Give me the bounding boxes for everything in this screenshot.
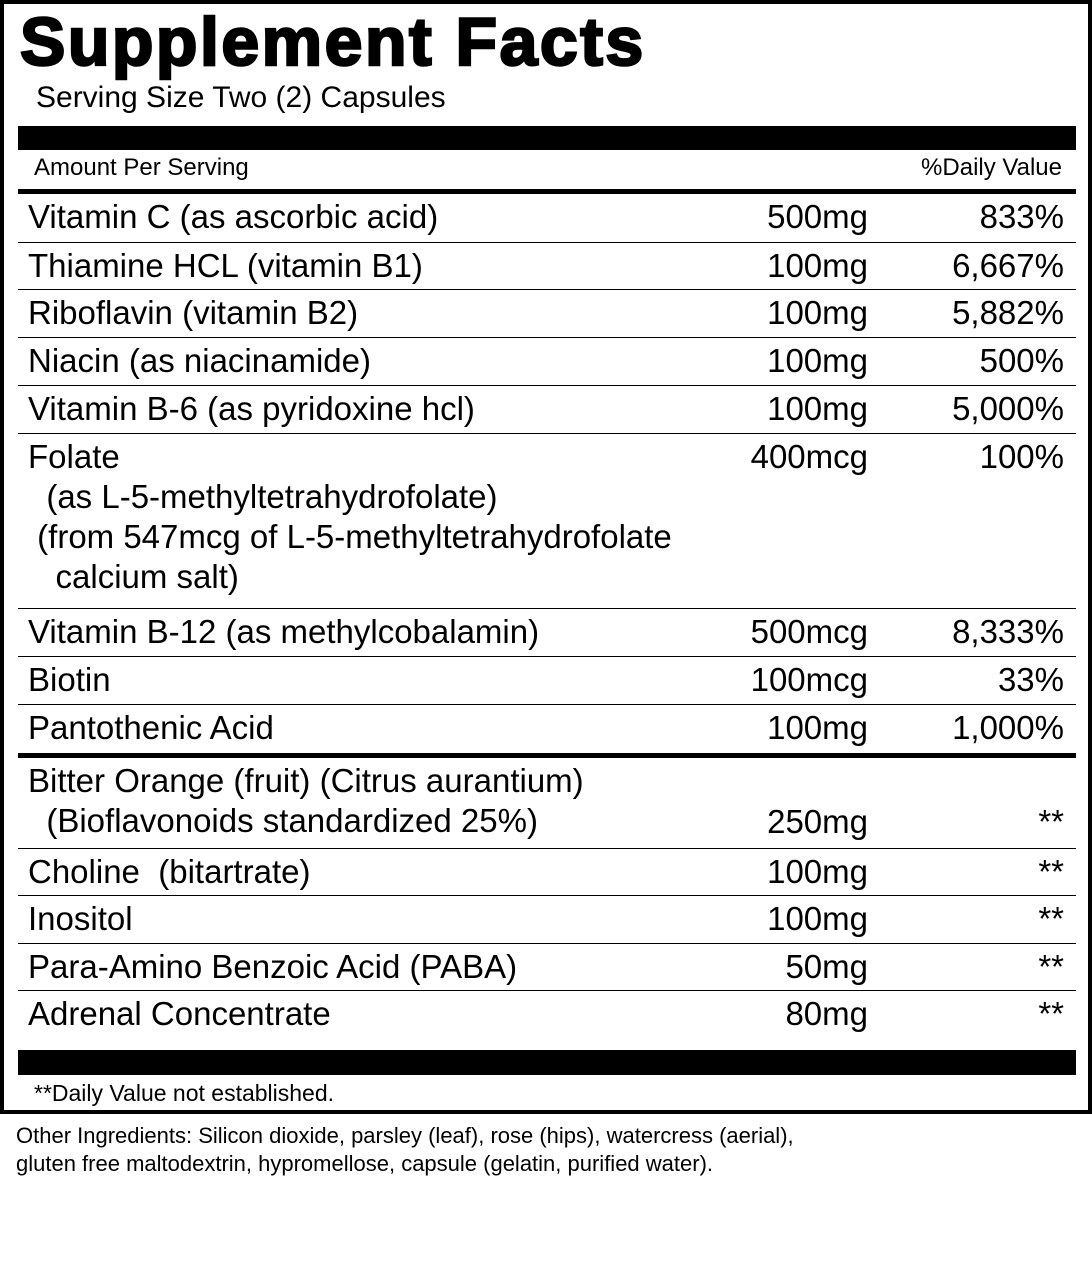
other-ingredients-line: Other Ingredients: Silicon dioxide, pars… bbox=[16, 1123, 794, 1148]
table-row: Vitamin B-6 (as pyridoxine hcl) 100mg 5,… bbox=[18, 386, 1076, 434]
table-row: Vitamin C (as ascorbic acid) 500mg 833% bbox=[18, 194, 1076, 243]
nutrient-daily-value: 100% bbox=[979, 437, 1064, 475]
nutrient-name: Para-Amino Benzoic Acid (PABA) bbox=[28, 947, 518, 985]
nutrient-amount: 100mg bbox=[767, 341, 868, 379]
table-row: Adrenal Concentrate 80mg ** bbox=[18, 991, 1076, 1038]
supplement-facts-panel bbox=[0, 0, 1092, 1114]
nutrient-daily-value: 5,000% bbox=[952, 390, 1064, 427]
nutrient-amount: 100mg bbox=[767, 246, 868, 284]
nutrient-amount: 500mcg bbox=[750, 613, 868, 650]
nutrient-name: Thiamine HCL (vitamin B1) bbox=[28, 246, 423, 284]
nutrient-name: Bitter Orange (fruit) (Citrus aurantium)… bbox=[28, 762, 584, 839]
table-row: Niacin (as niacinamide) 100mg 500% bbox=[18, 338, 1076, 386]
nutrient-name: Vitamin B-6 (as pyridoxine hcl) bbox=[28, 390, 475, 427]
table-row: Biotin 100mcg 33% bbox=[18, 657, 1076, 705]
nutrient-daily-value: ** bbox=[1038, 803, 1064, 840]
nutrient-table: Vitamin C (as ascorbic acid) 500mg 833% T… bbox=[18, 194, 1076, 1038]
nutrient-amount: 100mg bbox=[767, 900, 868, 937]
nutrient-name: Adrenal Concentrate bbox=[28, 995, 331, 1032]
table-row: Bitter Orange (fruit) (Citrus aurantium)… bbox=[18, 758, 1076, 849]
nutrient-daily-value: 8,333% bbox=[952, 613, 1064, 650]
footnote: **Daily Value not established. bbox=[34, 1080, 335, 1106]
table-row: Folate (as L-5-methyltetrahydrofolate) (… bbox=[18, 434, 1076, 609]
nutrient-daily-value: 5,882% bbox=[952, 294, 1064, 331]
nutrient-amount: 400mcg bbox=[750, 437, 868, 475]
table-row: Inositol 100mg ** bbox=[18, 896, 1076, 944]
nutrient-daily-value: 500% bbox=[979, 341, 1064, 379]
nutrient-name: Pantothenic Acid bbox=[28, 709, 274, 746]
thick-divider bbox=[18, 126, 1076, 150]
table-row: Pantothenic Acid 100mg 1,000% bbox=[18, 705, 1076, 758]
nutrient-daily-value: ** bbox=[1038, 947, 1064, 985]
nutrient-amount: 50mg bbox=[785, 947, 868, 985]
nutrient-name: Choline (bitartrate) bbox=[28, 852, 311, 890]
nutrient-amount: 100mg bbox=[767, 852, 868, 890]
nutrient-name: Folate (as L-5-methyltetrahydrofolate) (… bbox=[28, 437, 672, 595]
nutrient-name: Inositol bbox=[28, 900, 133, 937]
table-row: Choline (bitartrate) 100mg ** bbox=[18, 849, 1076, 896]
divider bbox=[18, 189, 1076, 194]
nutrient-name: Vitamin B-12 (as methylcobalamin) bbox=[28, 613, 540, 650]
table-row: Para-Amino Benzoic Acid (PABA) 50mg ** bbox=[18, 944, 1076, 991]
nutrient-amount: 80mg bbox=[785, 995, 868, 1032]
nutrient-daily-value: 33% bbox=[997, 660, 1064, 698]
table-row: Riboflavin (vitamin B2) 100mg 5,882% bbox=[18, 290, 1076, 338]
nutrient-amount: 250mg bbox=[767, 803, 868, 840]
other-ingredients: Other Ingredients: Silicon dioxide, pars… bbox=[16, 1122, 794, 1178]
nutrient-name: Riboflavin (vitamin B2) bbox=[28, 294, 359, 331]
nutrient-name: Biotin bbox=[28, 660, 111, 698]
nutrient-daily-value: 833% bbox=[979, 198, 1064, 235]
amount-per-serving-header: Amount Per Serving bbox=[34, 154, 249, 181]
serving-size: Serving Size Two (2) Capsules bbox=[36, 81, 446, 114]
nutrient-name: Vitamin C (as ascorbic acid) bbox=[28, 198, 439, 235]
nutrient-daily-value: ** bbox=[1038, 852, 1064, 890]
nutrient-amount: 100mg bbox=[767, 390, 868, 427]
other-ingredients-line: gluten free maltodextrin, hypromellose, … bbox=[16, 1151, 714, 1176]
nutrient-amount: 100mg bbox=[767, 709, 868, 746]
table-row: Vitamin B-12 (as methylcobalamin) 500mcg… bbox=[18, 609, 1076, 657]
nutrient-amount: 500mg bbox=[767, 198, 868, 235]
nutrient-name: Niacin (as niacinamide) bbox=[28, 341, 371, 379]
nutrient-daily-value: ** bbox=[1038, 900, 1064, 937]
nutrient-daily-value: 6,667% bbox=[952, 246, 1064, 284]
table-row: Thiamine HCL (vitamin B1) 100mg 6,667% bbox=[18, 243, 1076, 290]
nutrient-daily-value: 1,000% bbox=[952, 709, 1064, 746]
thick-divider bbox=[18, 1050, 1076, 1075]
nutrient-amount: 100mg bbox=[767, 294, 868, 331]
nutrient-daily-value: ** bbox=[1038, 995, 1064, 1032]
panel-title: Supplement Facts bbox=[19, 4, 646, 80]
daily-value-header: %Daily Value bbox=[921, 154, 1062, 181]
nutrient-amount: 100mcg bbox=[750, 660, 868, 698]
